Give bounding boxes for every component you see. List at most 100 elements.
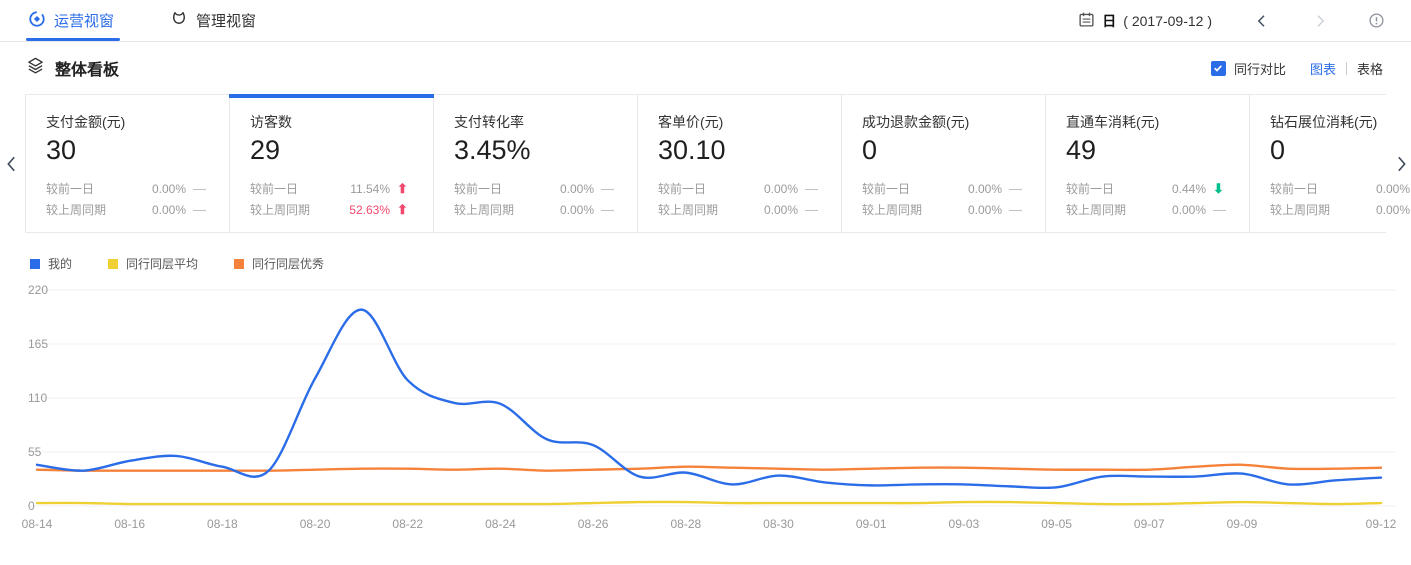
next-date-button[interactable] <box>1312 13 1328 29</box>
delta-label: 较上周同期 <box>658 203 719 217</box>
x-axis-label: 09-09 <box>1227 517 1258 531</box>
legend-label: 我的 <box>48 257 73 271</box>
peer-compare-checkbox[interactable] <box>1210 60 1226 76</box>
y-axis-label: 220 <box>28 283 48 297</box>
cards-scroll-left-button[interactable] <box>4 155 19 173</box>
tab-operations-window[interactable]: 运营视窗 <box>25 0 121 41</box>
metric-title: 成功退款金额(元) <box>862 114 970 130</box>
x-axis-label: 08-26 <box>578 517 609 531</box>
x-axis-label: 08-28 <box>670 517 701 531</box>
x-axis-label: 08-22 <box>392 517 423 531</box>
legend-item[interactable]: 同行同层平均 <box>108 255 198 272</box>
date-value: ( 2017-09-12 ) <box>1123 12 1212 29</box>
view-table-option[interactable]: 表格 <box>1356 61 1383 77</box>
trend-flat-icon: — <box>601 181 614 196</box>
legend-item[interactable]: 同行同层优秀 <box>234 255 324 272</box>
delta-label: 较上周同期 <box>862 203 923 217</box>
nav-right-controls: 日 ( 2017-09-12 ) <box>1078 0 1385 41</box>
metric-card[interactable]: 客单价(元) 30.10 较前一日 0.00% — 较上周同期 0.00% — <box>638 95 842 232</box>
x-axis-label: 09-01 <box>856 517 887 531</box>
delta-value: 0.00% <box>763 181 798 196</box>
delta-label: 较上周同期 <box>454 203 515 217</box>
delta-value: 0.00% <box>151 202 186 217</box>
calendar-icon <box>1078 11 1095 31</box>
series-line-peer-excellent <box>35 463 1383 472</box>
date-picker-button[interactable]: 日 ( 2017-09-12 ) <box>1078 11 1212 31</box>
view-toggle-divider <box>1345 61 1347 75</box>
trend-down-icon: ⬇ <box>1213 180 1224 196</box>
metric-card[interactable]: 支付金额(元) 30 较前一日 0.00% — 较上周同期 0.00% — <box>26 95 230 232</box>
chart-legend: 我的 同行同层平均 同行同层优秀 <box>0 233 1411 276</box>
legend-label: 同行同层平均 <box>126 257 199 271</box>
operations-window-icon <box>28 10 46 32</box>
metric-deltas: 较前一日 0.00% — 较上周同期 0.00% — <box>454 178 617 220</box>
legend-swatch <box>30 258 40 269</box>
y-axis-label: 110 <box>28 391 47 405</box>
metric-value: 30 <box>46 135 77 165</box>
metric-title: 客单价(元) <box>658 114 724 130</box>
delta-label: 较前一日 <box>1270 182 1319 196</box>
delta-label: 较前一日 <box>658 182 707 196</box>
metric-value: 3.45% <box>454 135 531 165</box>
metric-cards-row: 支付金额(元) 30 较前一日 0.00% — 较上周同期 0.00% — 访客数 29 … <box>25 94 1411 233</box>
info-icon[interactable] <box>1368 12 1385 29</box>
delta-row: 较前一日 11.54% ⬆ <box>250 178 413 199</box>
nav-tabs: 运营视窗 管理视窗 <box>25 0 312 41</box>
delta-row: 较上周同期 52.63% ⬆ <box>250 199 413 220</box>
legend-item[interactable]: 我的 <box>30 255 72 272</box>
line-chart-canvas[interactable]: 0 55 110 165 220 08-14 08-16 08-18 08-20 08-22 08-… <box>0 276 1411 538</box>
peer-compare-toggle[interactable]: 同行对比 <box>1210 59 1286 78</box>
delta-value: 0.00% <box>763 202 798 217</box>
metric-card[interactable]: 成功退款金额(元) 0 较前一日 0.00% — 较上周同期 0.00% — <box>842 95 1046 232</box>
metric-cards-carousel: 支付金额(元) 30 较前一日 0.00% — 较上周同期 0.00% — 访客数 29 … <box>0 94 1411 233</box>
top-nav: 运营视窗 管理视窗 日 ( 2017-09-12 ) <box>0 0 1411 42</box>
trend-flat-icon: — <box>805 181 818 196</box>
delta-value: 11.54% <box>350 181 390 196</box>
delta-row: 较上周同期 0.00% — <box>862 199 1025 220</box>
trend-chart: 0 55 110 165 220 08-14 08-16 08-18 08-20 08-22 08-… <box>0 276 1411 543</box>
delta-label: 较前一日 <box>250 182 299 196</box>
trend-flat-icon: — <box>1009 202 1022 217</box>
delta-row: 较上周同期 0.00% — <box>454 199 617 220</box>
page-title: 整体看板 <box>55 62 120 79</box>
delta-label: 较前一日 <box>454 182 503 196</box>
delta-value: 0.00% <box>1171 202 1206 217</box>
x-axis-label: 09-07 <box>1134 517 1165 531</box>
x-axis-label: 08-24 <box>485 517 516 531</box>
x-axis-label: 09-12 <box>1366 517 1397 531</box>
management-window-icon <box>170 10 188 32</box>
delta-value: 0.00% <box>559 181 594 196</box>
delta-value: 0.44% <box>1171 181 1206 196</box>
delta-value: 52.63% <box>349 202 390 217</box>
tab-label: 运营视窗 <box>54 13 115 30</box>
metric-title: 支付金额(元) <box>46 114 126 130</box>
metric-card[interactable]: 访客数 29 较前一日 11.54% ⬆ 较上周同期 52.63% ⬆ <box>229 94 434 232</box>
delta-row: 较前一日 0.00% — <box>658 178 821 199</box>
delta-label: 较上周同期 <box>250 203 311 217</box>
layers-icon <box>26 56 45 80</box>
delta-value: 0.00% <box>559 202 594 217</box>
view-chart-option[interactable]: 图表 <box>1309 61 1336 77</box>
metric-deltas: 较前一日 11.54% ⬆ 较上周同期 52.63% ⬆ <box>250 178 413 220</box>
metric-card[interactable]: 直通车消耗(元) 49 较前一日 0.44% ⬇ 较上周同期 0.00% — <box>1046 95 1250 232</box>
tab-management-window[interactable]: 管理视窗 <box>170 0 256 41</box>
delta-value: 0.00% <box>967 202 1002 217</box>
previous-date-button[interactable] <box>1254 13 1270 29</box>
delta-row: 较前一日 0.44% ⬇ <box>1066 178 1229 199</box>
trend-flat-icon: — <box>1213 202 1226 217</box>
trend-flat-icon: — <box>193 202 206 217</box>
trend-up-icon: ⬆ <box>397 180 408 196</box>
date-granularity: 日 <box>1102 12 1117 29</box>
delta-row: 较上周同期 0.00% — <box>46 199 209 220</box>
x-axis-label: 08-18 <box>207 517 238 531</box>
metric-card[interactable]: 支付转化率 3.45% 较前一日 0.00% — 较上周同期 0.00% — <box>434 95 638 232</box>
series-line-mine <box>35 308 1383 490</box>
delta-label: 较前一日 <box>862 182 911 196</box>
cards-scroll-right-button[interactable] <box>1394 155 1409 173</box>
metric-value: 0 <box>862 135 878 165</box>
trend-flat-icon: — <box>805 202 818 217</box>
